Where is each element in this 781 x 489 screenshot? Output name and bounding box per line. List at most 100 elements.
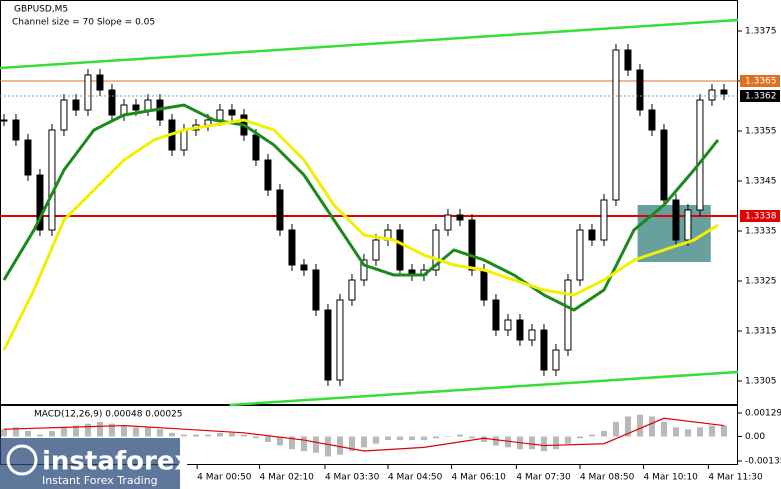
candle-body bbox=[264, 159, 272, 191]
x-tick-label: 4 Mar 02:10 bbox=[260, 473, 315, 483]
candle-body bbox=[60, 99, 68, 131]
macd-bar bbox=[492, 436, 499, 446]
y2-tick-label: 0.00 bbox=[745, 432, 765, 442]
candle-body bbox=[348, 279, 356, 301]
macd-bar bbox=[696, 427, 703, 437]
macd-bar bbox=[372, 436, 379, 444]
candle-body bbox=[564, 279, 572, 351]
macd-bar bbox=[708, 425, 715, 437]
candle-body bbox=[84, 74, 92, 111]
candle-body bbox=[324, 309, 332, 381]
macd-bar bbox=[672, 427, 679, 437]
macd-bar bbox=[468, 436, 475, 439]
macd-bar bbox=[408, 436, 415, 441]
watermark-tagline: Instant Forex Trading bbox=[42, 474, 158, 487]
y-tick-label: 1.3345 bbox=[745, 177, 777, 187]
macd-bar bbox=[456, 434, 463, 437]
macd-bar bbox=[120, 425, 127, 437]
macd-bar bbox=[48, 431, 55, 437]
candle-body bbox=[144, 99, 152, 111]
macd-bar bbox=[0, 429, 7, 437]
macd-bar bbox=[252, 436, 259, 439]
candle-body bbox=[648, 109, 656, 131]
candle-body bbox=[696, 99, 704, 211]
main-frame bbox=[0, 0, 738, 405]
candle-body bbox=[36, 174, 44, 231]
macd-bar bbox=[336, 436, 343, 455]
macd-bar bbox=[84, 423, 91, 437]
candle-body bbox=[504, 319, 512, 331]
macd-bar bbox=[432, 436, 439, 439]
candle-body bbox=[540, 329, 548, 371]
macd-bar bbox=[420, 436, 427, 441]
candle-body bbox=[432, 229, 440, 271]
macd-bar bbox=[720, 425, 727, 437]
macd-bar bbox=[588, 434, 595, 437]
candle-body bbox=[444, 214, 452, 231]
macd-bar bbox=[564, 436, 571, 444]
y2-tick-label: -0.00135 bbox=[745, 457, 781, 467]
macd-bar bbox=[684, 429, 691, 437]
candle-body bbox=[48, 129, 56, 231]
macd-bar bbox=[552, 436, 559, 450]
y-tick-label: 1.3355 bbox=[745, 127, 777, 137]
macd-bar bbox=[108, 423, 115, 437]
candle-body bbox=[360, 259, 368, 281]
macd-bar bbox=[228, 432, 235, 437]
macd-bar bbox=[276, 436, 283, 446]
macd-bar bbox=[96, 421, 103, 437]
watermark-icon bbox=[6, 444, 38, 476]
macd-bar bbox=[576, 436, 583, 439]
macd-bar bbox=[132, 427, 139, 437]
level-box bbox=[740, 210, 780, 222]
macd-bar bbox=[12, 427, 19, 437]
candle-body bbox=[720, 89, 728, 95]
macd-bar bbox=[348, 436, 355, 451]
x-tick-label: 4 Mar 00:50 bbox=[197, 473, 252, 483]
chart-title: GBPUSD,M5 bbox=[14, 5, 68, 15]
watermark-bg bbox=[0, 438, 180, 489]
macd-bar bbox=[636, 414, 643, 437]
candle-body bbox=[516, 319, 524, 341]
candle-body bbox=[672, 199, 680, 241]
candle-body bbox=[468, 219, 476, 271]
level-label: 1.3338 bbox=[745, 212, 777, 222]
x-tick-label: 4 Mar 06:10 bbox=[452, 473, 507, 483]
y-tick-label: 1.3375 bbox=[745, 27, 777, 37]
chart-subtitle: Channel size = 70 Slope = 0.05 bbox=[12, 18, 155, 28]
candle-body bbox=[552, 349, 560, 371]
line bbox=[229, 370, 739, 407]
candle-body bbox=[96, 74, 104, 91]
candle-body bbox=[396, 229, 404, 271]
macd-bar bbox=[480, 436, 487, 442]
y2-tick-label: 0.00129 bbox=[745, 409, 781, 419]
candle-body bbox=[0, 119, 8, 122]
macd-bar bbox=[168, 432, 175, 437]
macd-bar bbox=[156, 429, 163, 437]
macd-bar bbox=[660, 421, 667, 437]
macd-bar bbox=[384, 436, 391, 441]
line bbox=[2, 118, 719, 351]
macd-bar bbox=[396, 436, 403, 441]
candle-body bbox=[456, 214, 464, 221]
candle-body bbox=[24, 139, 32, 176]
x-tick-label: 4 Mar 04:50 bbox=[388, 473, 443, 483]
macd-title: MACD(12,26,9) 0.00048 0.00025 bbox=[34, 410, 183, 420]
macd-bar bbox=[312, 436, 319, 453]
macd-bar bbox=[204, 434, 211, 437]
candle-body bbox=[288, 229, 296, 266]
candle-body bbox=[12, 119, 20, 141]
macd-bar bbox=[192, 434, 199, 437]
candle-body bbox=[480, 269, 488, 301]
candle-body bbox=[228, 109, 236, 116]
candle-body bbox=[252, 134, 260, 161]
candle-body bbox=[708, 89, 716, 101]
macd-frame bbox=[0, 405, 738, 465]
y-tick-label: 1.3305 bbox=[745, 377, 777, 387]
watermark-name: instaforex bbox=[42, 447, 192, 477]
macd-bar bbox=[24, 431, 31, 437]
candle-body bbox=[624, 49, 632, 71]
candle-body bbox=[276, 189, 284, 231]
candle-body bbox=[108, 89, 116, 116]
